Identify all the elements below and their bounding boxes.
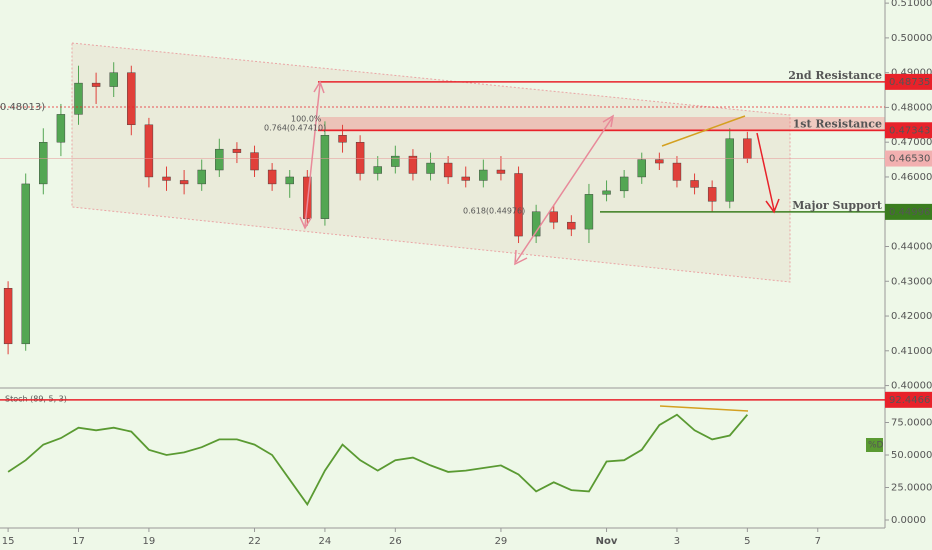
price-tag-label: 0.48735 (889, 77, 930, 88)
candle-body (672, 162, 682, 181)
candle-body (21, 183, 30, 345)
x-tick-label: 26 (389, 536, 402, 547)
candle-body (655, 159, 664, 164)
x-tick-label: 22 (248, 536, 261, 547)
candle-body (408, 155, 418, 174)
y-tick-label: 0.0000 (891, 515, 926, 526)
y-tick-label: 0.46000 (891, 172, 932, 183)
resistance-zone (318, 117, 885, 132)
level-name: 2nd Resistance (788, 69, 882, 82)
y-tick-label: 0.47000 (891, 137, 932, 148)
candle-body (74, 82, 83, 115)
candle-body (109, 72, 118, 87)
fib-label: 100.0% (291, 115, 322, 124)
level-tag (885, 391, 932, 408)
candle-body (267, 169, 277, 185)
y-tick-label: 0.41000 (891, 346, 932, 357)
candle-body (743, 138, 752, 159)
x-tick-label: 15 (2, 536, 15, 547)
y-tick-label: 0.51000 (891, 0, 932, 9)
candle-body (144, 124, 154, 178)
candle-body (602, 190, 611, 195)
candle-body (285, 176, 294, 185)
price-tag (885, 203, 932, 220)
candle-body (3, 288, 13, 345)
x-tick-label: 19 (143, 536, 156, 547)
candle-body (707, 187, 717, 202)
y-tick-label: 0.48000 (891, 102, 932, 113)
divergence-line (659, 405, 749, 412)
candle-body (567, 221, 576, 230)
candle-body (496, 169, 506, 174)
candle-body (127, 72, 136, 126)
candle-body (91, 82, 101, 87)
level-tag-label: 92.4466 (889, 395, 930, 406)
candle-body (232, 148, 242, 153)
candle-body (39, 141, 48, 185)
indicator-title: Stoch (89, 5, 3) (5, 395, 67, 404)
candle-body (619, 176, 629, 192)
fib-label: 0.618(0.44976) (463, 207, 525, 216)
candle-body (320, 135, 330, 219)
x-tick-label: 7 (815, 536, 821, 547)
y-tick-label: 0.50000 (891, 33, 932, 44)
x-tick-label: Nov (596, 536, 618, 547)
candle-body (584, 194, 594, 230)
x-tick-label: 3 (674, 536, 680, 547)
level-name: 1st Resistance (793, 117, 882, 130)
price-tag-label: 0.44996 (889, 207, 930, 218)
y-tick-label: 0.49000 (891, 68, 932, 79)
legend-tag (866, 438, 883, 452)
level-name: Major Support (792, 199, 883, 212)
y-tick-label: 25.0000 (891, 483, 932, 494)
candle-body (725, 138, 734, 202)
x-tick-label: 5 (744, 536, 750, 547)
candle-body (637, 159, 646, 178)
y-tick-label: 50.0000 (891, 450, 932, 461)
candle-body (162, 176, 171, 181)
candle-body (426, 162, 435, 174)
level-value-label: (0.48013) (0, 102, 45, 113)
price-tag-label: 0.47343 (889, 125, 930, 136)
candle-body (549, 211, 558, 223)
candle-body (514, 173, 523, 237)
y-tick-label: 0.40000 (891, 381, 932, 392)
indicator-line (7, 413, 749, 507)
arrows (299, 80, 615, 266)
price-tag (885, 122, 932, 139)
candle-body (355, 141, 365, 174)
x-tick-label: 24 (319, 536, 332, 547)
candle-body (250, 152, 259, 171)
candle-body (373, 166, 382, 174)
candle-body (461, 176, 470, 181)
candle-body (56, 114, 66, 143)
candle-body (197, 169, 206, 185)
candle-body (690, 180, 699, 188)
price-tag-label: 0.46530 (889, 154, 930, 165)
y-tick-label: 75.0000 (891, 417, 932, 428)
price-tag (885, 150, 932, 167)
candle-body (215, 148, 224, 171)
y-tick-label: 0.43000 (891, 276, 932, 287)
candle-body (443, 162, 453, 178)
y-tick-label: 0.42000 (891, 311, 932, 322)
candle-body (479, 169, 488, 181)
legend-label: %D (868, 441, 884, 451)
candle-body (338, 135, 347, 143)
price-tag (885, 73, 932, 90)
y-tick-label: 0.44000 (891, 241, 932, 252)
candle-body (531, 211, 541, 237)
x-tick-label: 17 (72, 536, 85, 547)
x-tick-label: 29 (495, 536, 508, 547)
fib-label: 0.764(0.47410) (264, 124, 326, 133)
candle-body (391, 155, 400, 167)
divergence-line (661, 115, 746, 147)
candle-body (179, 180, 189, 185)
target-arrow (756, 132, 780, 214)
